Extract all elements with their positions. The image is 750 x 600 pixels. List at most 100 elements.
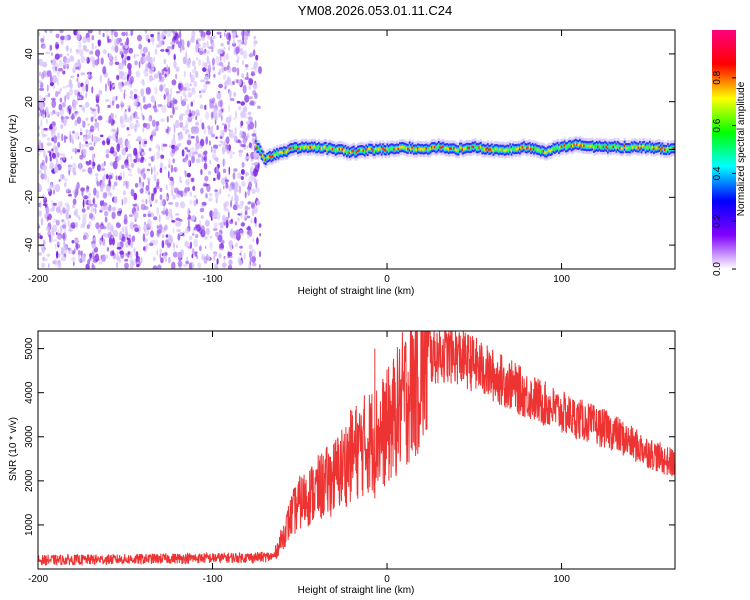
noise-speck	[71, 148, 76, 153]
noise-speck	[100, 222, 104, 226]
noise-speck	[219, 109, 222, 117]
noise-speck	[77, 73, 80, 78]
signal-peak	[606, 147, 610, 150]
noise-speck	[218, 61, 224, 67]
noise-speck	[63, 245, 66, 250]
noise-speck	[201, 36, 206, 42]
noise-speck	[153, 56, 156, 63]
noise-speck	[91, 264, 96, 269]
signal-band-inner	[555, 146, 558, 150]
noise-speck	[223, 32, 226, 37]
noise-speck	[60, 35, 65, 41]
noise-speck	[143, 140, 148, 145]
noise-speck	[98, 261, 103, 265]
noise-speck	[197, 262, 202, 269]
noise-speck	[248, 96, 253, 100]
noise-speck	[182, 56, 187, 65]
noise-speck	[147, 219, 152, 228]
noise-speck	[116, 143, 120, 153]
noise-speck	[256, 200, 261, 206]
snr-ytick-label: 5000	[24, 337, 35, 360]
noise-speck	[122, 190, 126, 196]
noise-speck	[154, 86, 158, 95]
noise-speck	[42, 45, 46, 48]
signal-peak	[330, 147, 333, 150]
noise-speck	[130, 188, 135, 197]
noise-speck	[96, 164, 102, 172]
noise-speck	[152, 39, 155, 46]
noise-speck	[71, 222, 75, 226]
noise-speck	[67, 52, 69, 57]
noise-speck	[259, 233, 262, 237]
noise-speck	[44, 169, 46, 177]
noise-speck	[221, 64, 225, 73]
noise-speck	[220, 115, 223, 121]
signal-peak	[574, 142, 578, 145]
noise-speck	[195, 234, 199, 239]
noise-speck	[251, 133, 257, 137]
noise-speck	[151, 119, 156, 128]
noise-speck	[46, 253, 51, 257]
noise-speck	[104, 210, 109, 217]
noise-speck	[239, 245, 243, 249]
noise-speck	[234, 221, 238, 226]
signal-peak	[282, 150, 286, 153]
snr-ytick-label: 3000	[24, 425, 35, 448]
noise-speck	[220, 42, 224, 47]
noise-speck	[193, 195, 197, 199]
noise-speck	[257, 105, 261, 110]
noise-speck	[201, 122, 205, 130]
signal-peak	[377, 148, 381, 151]
noise-speck	[39, 82, 42, 87]
noise-speck	[246, 226, 251, 231]
noise-speck	[232, 42, 237, 47]
noise-speck	[156, 44, 160, 48]
noise-speck	[216, 125, 219, 131]
noise-speck	[74, 239, 79, 242]
noise-speck	[127, 77, 131, 87]
noise-speck	[229, 150, 233, 160]
noise-speck	[197, 153, 202, 158]
noise-speck	[106, 173, 109, 180]
noise-speck	[219, 188, 222, 195]
noise-speck	[38, 71, 42, 77]
signal-peak	[292, 146, 296, 149]
noise-speck	[168, 256, 171, 264]
signal-peak	[402, 146, 406, 149]
noise-speck	[55, 33, 60, 39]
noise-speck	[244, 63, 249, 68]
signal-peak	[386, 147, 389, 150]
noise-speck	[242, 138, 247, 145]
noise-speck	[205, 136, 208, 145]
noise-speck	[115, 37, 121, 45]
noise-speck	[129, 258, 135, 264]
noise-speck	[89, 50, 94, 55]
noise-speck	[250, 217, 253, 224]
signal-peak	[348, 151, 352, 155]
noise-speck	[90, 206, 93, 214]
noise-speck	[139, 144, 142, 153]
noise-speck	[156, 151, 161, 160]
noise-speck	[105, 153, 109, 159]
noise-speck	[81, 168, 86, 173]
noise-speck	[52, 204, 55, 212]
signal-peak	[370, 147, 374, 151]
signal-band-inner	[493, 147, 497, 151]
signal-peak	[486, 147, 490, 150]
noise-speck	[119, 143, 124, 149]
signal-band-inner	[627, 146, 631, 150]
noise-speck	[140, 257, 143, 264]
noise-speck	[69, 48, 73, 54]
noise-speck	[165, 234, 169, 238]
noise-speck	[254, 161, 258, 168]
noise-speck	[72, 261, 75, 267]
noise-speck	[172, 251, 178, 258]
noise-speck	[184, 124, 188, 129]
noise-speck	[228, 32, 231, 42]
signal-peak	[382, 147, 385, 150]
signal-band-inner	[552, 146, 555, 150]
noise-speck	[143, 223, 148, 230]
noise-speck	[82, 36, 87, 44]
noise-speck	[105, 83, 107, 92]
noise-speck	[161, 142, 164, 152]
